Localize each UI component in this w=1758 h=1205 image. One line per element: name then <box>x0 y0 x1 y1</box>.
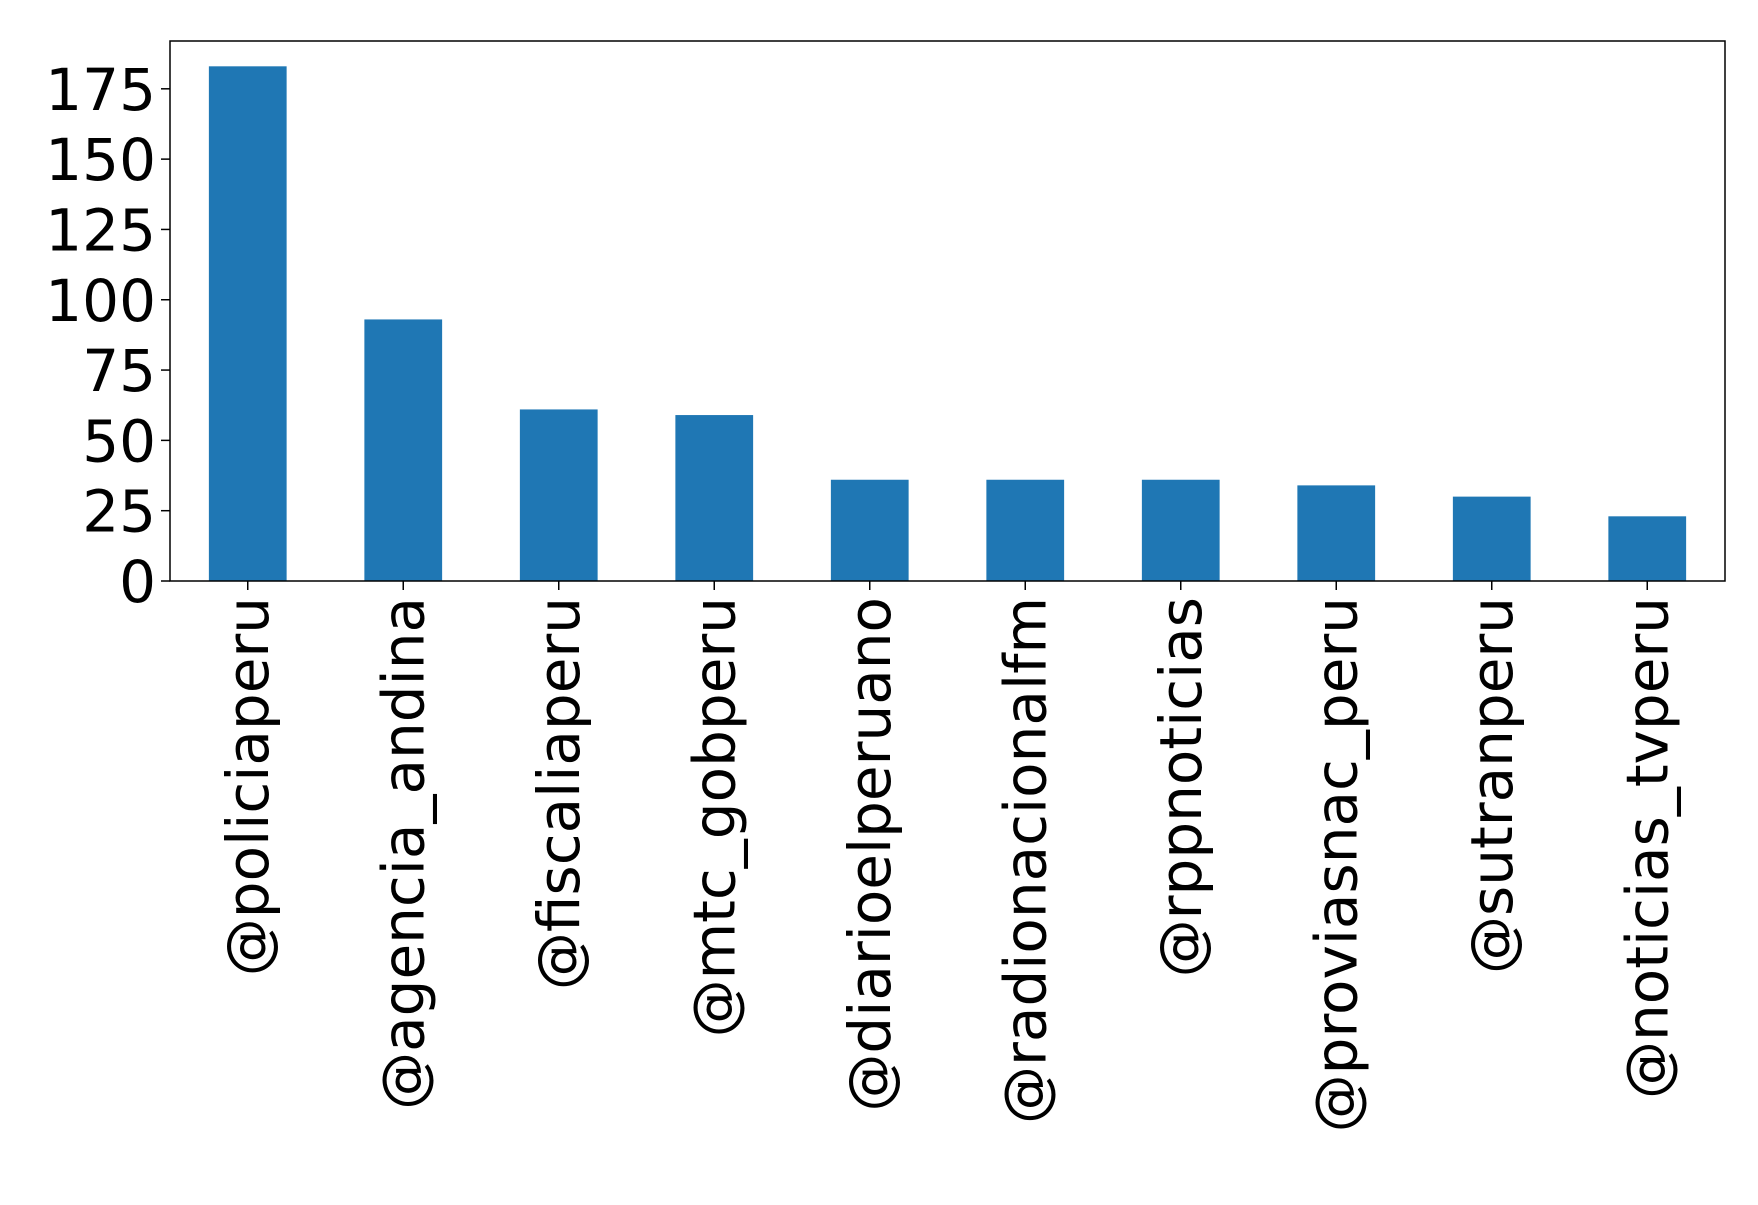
bar-diarioelperuano <box>830 479 909 581</box>
bar-sutranperu <box>1452 496 1531 581</box>
bar-agencia-andina <box>364 319 443 581</box>
y-tick-label: 150 <box>45 126 156 194</box>
bar-proviasnac-peru <box>1297 485 1376 581</box>
bar-mtc-gobperu <box>675 415 754 581</box>
y-tick-label: 125 <box>45 196 156 264</box>
x-tick-label: @agencia_andina <box>369 597 437 1110</box>
bar-noticias-tvperu <box>1608 516 1687 581</box>
bar-policiaperu <box>208 66 287 581</box>
x-tick-label: @sutranperu <box>1458 597 1526 974</box>
x-tick-label: @diarioelperuano <box>836 597 904 1112</box>
bar-radionacionalfm <box>986 479 1065 581</box>
x-tick-label: @fiscaliaperu <box>525 597 593 990</box>
x-tick-label: @radionacionalfm <box>991 597 1059 1124</box>
plot-frame <box>169 40 1726 582</box>
y-tick-label: 50 <box>82 407 156 475</box>
bars-group <box>208 66 1687 581</box>
x-tick-label: @rppnoticias <box>1147 597 1215 977</box>
y-tick-label: 75 <box>82 337 156 405</box>
bar-rppnoticias <box>1141 479 1220 581</box>
y-tick-label: 100 <box>45 267 156 335</box>
x-tick-label: @policiaperu <box>214 597 282 976</box>
x-tick-label: @noticias_tvperu <box>1613 597 1681 1099</box>
x-tick-label: @mtc_gobperu <box>680 597 748 1037</box>
x-tick-label: @proviasnac_peru <box>1302 597 1370 1132</box>
y-tick-label: 0 <box>119 548 156 616</box>
y-tick-label: 25 <box>82 478 156 546</box>
x-axis: @policiaperu @agencia_andina @fiscaliaperu… <box>214 581 1681 1132</box>
bar-fiscaliaperu <box>519 409 598 581</box>
y-tick-label: 175 <box>45 56 156 124</box>
